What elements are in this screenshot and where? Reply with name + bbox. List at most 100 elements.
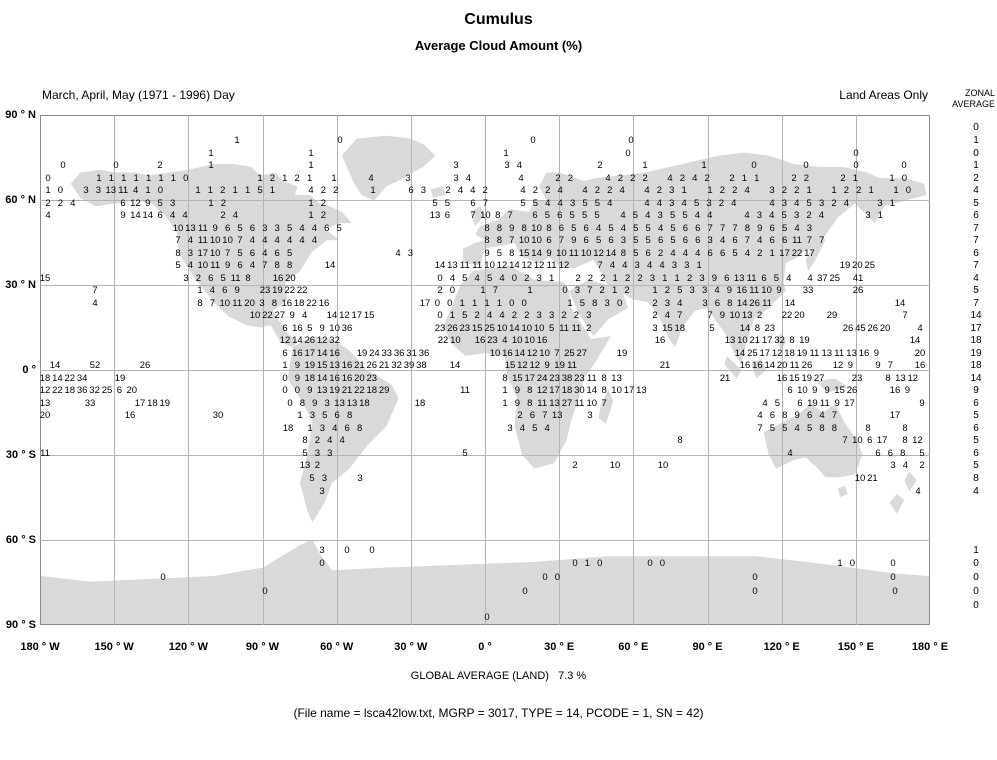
grid-value: 12 <box>39 385 51 396</box>
grid-value: 10 <box>222 235 233 246</box>
grid-value: 7 <box>842 435 848 446</box>
grid-value: 5 <box>175 260 181 271</box>
zonal-average-value: 14 <box>970 310 982 321</box>
grid-value: 4 <box>794 223 800 234</box>
grid-value: 0 <box>853 160 859 171</box>
grid-value: 10 <box>219 298 231 309</box>
grid-value: 3 <box>420 185 427 196</box>
grid-value: 1 <box>831 185 837 196</box>
grid-value: 4 <box>915 486 921 497</box>
grid-value: 0 <box>542 572 548 583</box>
grid-value: 1 <box>889 198 896 209</box>
grid-value: 10 <box>737 335 748 346</box>
grid-value: 1 <box>308 198 314 209</box>
grid-value: 0 <box>113 160 119 171</box>
grid-value: 2 <box>511 310 518 321</box>
grid-value: 29 <box>826 310 838 321</box>
grid-value: 5 <box>919 448 925 459</box>
grid-value: 12 <box>912 435 923 446</box>
latitude-gridline <box>40 455 930 456</box>
grid-value: 2 <box>600 273 606 284</box>
zonal-header-line1: ZONAL <box>964 88 995 98</box>
grid-value: 3 <box>587 410 593 421</box>
grid-value: 1 <box>502 385 508 396</box>
grid-value: 5 <box>307 323 313 334</box>
grid-value: 5 <box>520 198 526 209</box>
grid-value: 4 <box>332 423 338 434</box>
grid-value: 22 <box>284 285 296 296</box>
grid-value: 14 <box>434 260 446 271</box>
grid-value: 2 <box>269 173 276 184</box>
grid-value: 13 <box>611 373 622 384</box>
grid-value: 8 <box>521 223 527 234</box>
grid-value: 4 <box>502 335 508 346</box>
grid-value: 6 <box>797 398 803 409</box>
grid-value: 23 <box>366 373 378 384</box>
grid-value: 11 <box>571 323 582 334</box>
grid-value: 11 <box>459 260 470 271</box>
grid-value: 7 <box>902 310 908 321</box>
lon-axis-label: 120 ° W <box>168 641 208 653</box>
grid-value: 21 <box>341 385 353 396</box>
grid-value: 0 <box>509 298 515 309</box>
grid-value: 5 <box>782 423 788 434</box>
grid-value: 18 <box>64 385 76 396</box>
grid-value: 5 <box>257 185 263 196</box>
grid-value: 9 <box>812 385 818 396</box>
grid-value: 1 <box>96 173 102 184</box>
grid-value: 17 <box>779 248 790 259</box>
grid-value: 16 <box>858 348 870 359</box>
grid-value: 9 <box>544 360 550 371</box>
grid-value: 6 <box>769 223 775 234</box>
grid-value: 17 <box>804 248 815 259</box>
grid-value: 10 <box>580 248 592 259</box>
grid-value: 33 <box>381 348 393 359</box>
grid-value: 9 <box>145 198 151 209</box>
grid-value: 1 <box>108 173 115 184</box>
zonal-average-value: 9 <box>973 385 979 396</box>
zonal-average-value: 2 <box>973 173 979 184</box>
grid-value: 7 <box>175 235 181 246</box>
grid-value: 0 <box>287 398 293 409</box>
sumatra <box>724 355 742 379</box>
grid-value: 1 <box>308 210 314 221</box>
grid-value: 2 <box>445 185 451 196</box>
grid-value: 22 <box>52 385 63 396</box>
grid-value: 10 <box>450 335 461 346</box>
lat-axis-label: 30 ° S <box>5 449 36 461</box>
grid-value: 18 <box>561 385 573 396</box>
grid-value: 3 <box>669 198 675 209</box>
grid-value: 2 <box>919 460 925 471</box>
grid-value: 1 <box>197 285 203 296</box>
grid-value: 6 <box>116 385 123 396</box>
grid-value: 5 <box>462 448 468 459</box>
grid-value: 4 <box>819 410 825 421</box>
grid-value: 11 <box>746 273 757 284</box>
grid-value: 6 <box>334 410 340 421</box>
grid-value: 1 <box>741 173 748 184</box>
grid-value: 2 <box>555 173 561 184</box>
grid-value: 52 <box>89 360 101 371</box>
grid-value: 14 <box>586 385 598 396</box>
grid-value: 5 <box>532 423 538 434</box>
grid-value: 16 <box>889 385 901 396</box>
grid-value: 1 <box>877 210 884 221</box>
grid-value: 32 <box>774 335 785 346</box>
grid-value: 5 <box>581 210 588 221</box>
grid-value: 2 <box>656 185 663 196</box>
grid-value: 10 <box>480 210 491 221</box>
grid-value: 4 <box>582 185 588 196</box>
grid-value: 14 <box>909 335 921 346</box>
grid-value: 12 <box>558 260 570 271</box>
grid-value: 16 <box>654 335 666 346</box>
grid-value: 5 <box>594 210 600 221</box>
grid-value: 16 <box>281 298 293 309</box>
latitude-gridline <box>40 285 930 286</box>
grid-value: 4 <box>917 323 923 334</box>
grid-value: 4 <box>677 298 683 309</box>
grid-value: 16 <box>341 373 353 384</box>
grid-value: 0 <box>890 572 896 583</box>
grid-value: 7 <box>732 223 738 234</box>
grid-value: 6 <box>682 235 689 246</box>
grid-value: 2 <box>220 198 227 209</box>
